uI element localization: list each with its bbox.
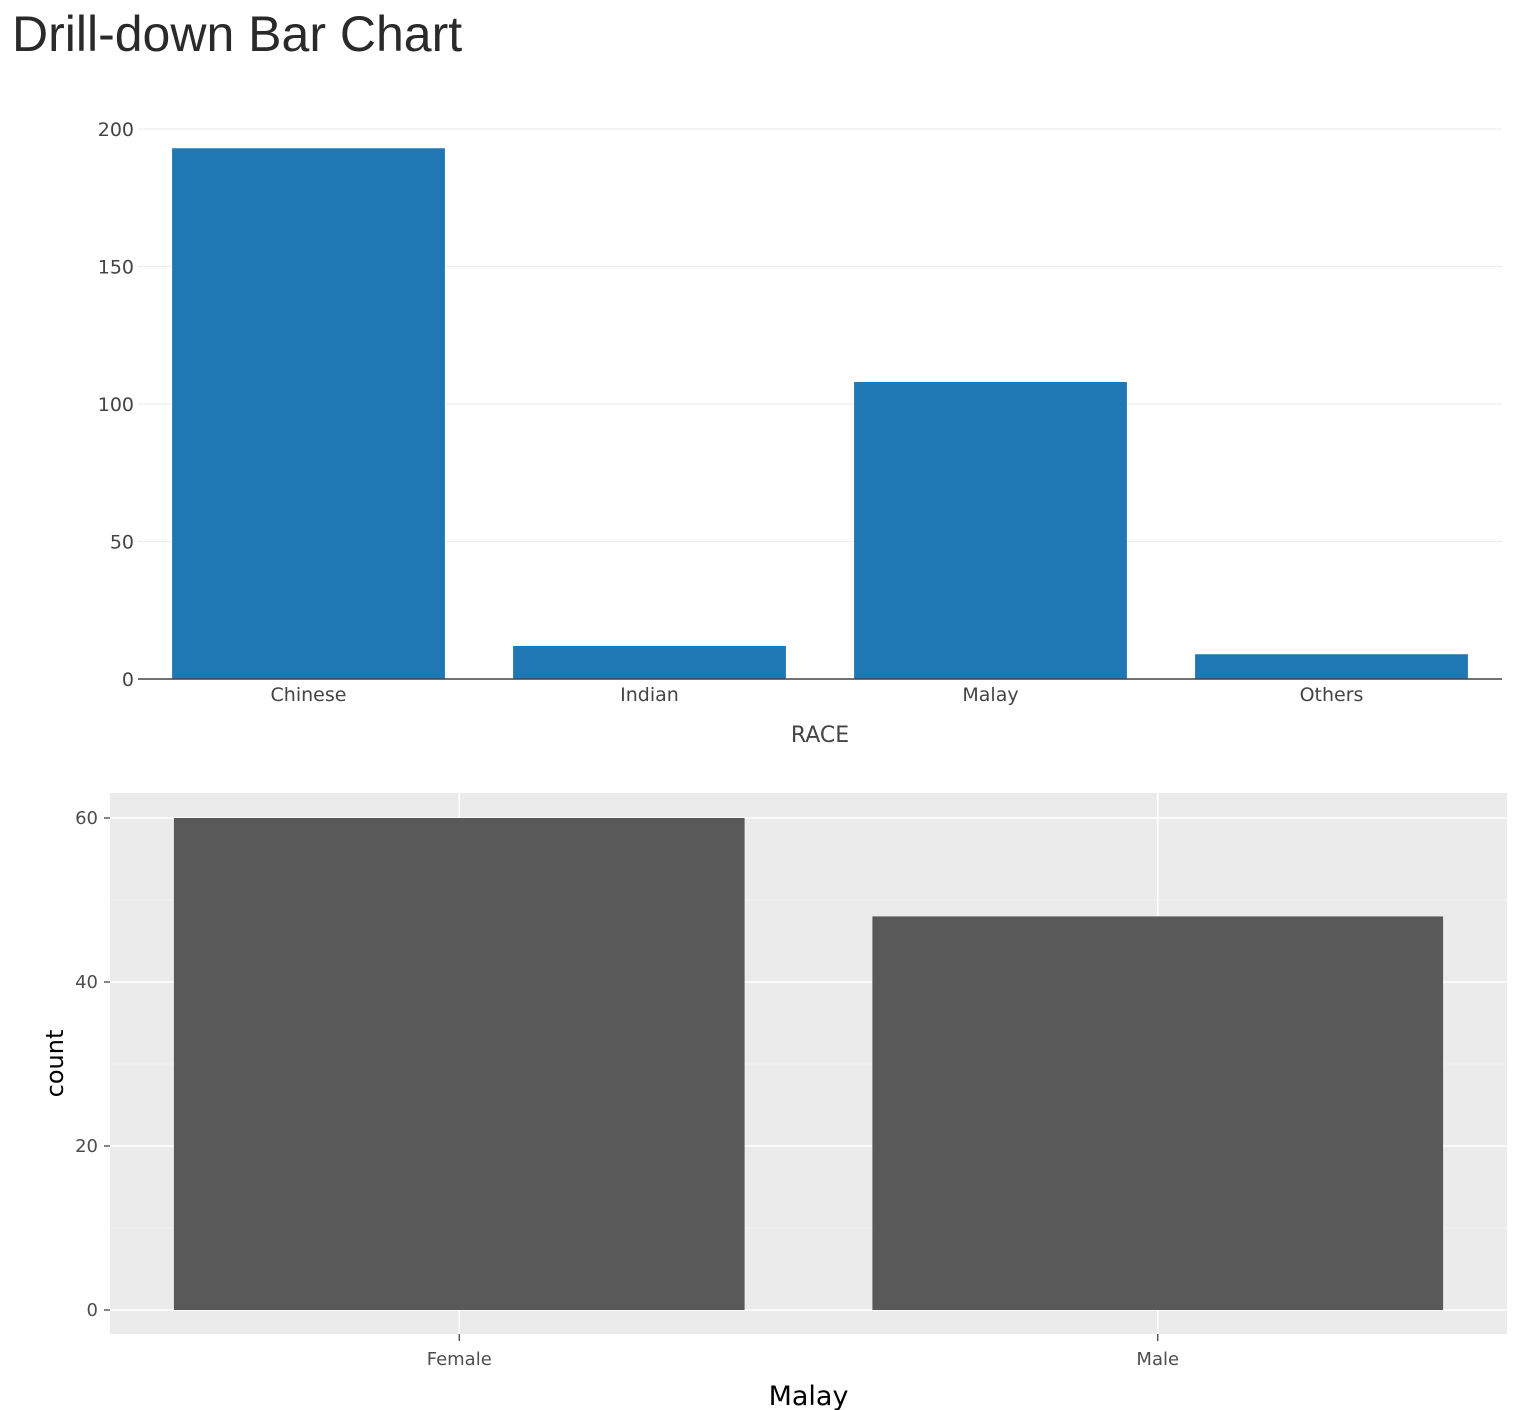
x-tick-label: Male (1136, 1349, 1179, 1370)
y-tick-label: 50 (110, 532, 134, 554)
bar-chinese (172, 148, 445, 679)
x-tick-label: Others (1300, 684, 1364, 706)
y-tick-label: 60 (75, 808, 98, 829)
x-axis-title: Malay (769, 1381, 849, 1410)
bar-male (872, 916, 1444, 1310)
x-tick-label: Malay (962, 684, 1018, 706)
x-tick-label: Female (427, 1349, 492, 1370)
y-tick-label: 20 (75, 1136, 98, 1157)
y-tick-label: 40 (75, 972, 98, 993)
y-tick-label: 200 (98, 119, 134, 141)
y-axis-title: count (41, 1030, 69, 1098)
y-tick-label: 0 (122, 669, 134, 691)
bar-malay (854, 382, 1127, 679)
y-tick-label: 0 (87, 1300, 98, 1321)
bar-indian (513, 646, 786, 679)
x-axis-title: RACE (791, 723, 849, 748)
bar-others (1195, 654, 1468, 679)
y-tick-label: 150 (98, 257, 134, 279)
page-title: Drill-down Bar Chart (12, 6, 463, 62)
race-bar-chart: 0 50 100 150 200 Chinese Indian Malay Others RACE (98, 119, 1502, 748)
x-tick-label: Indian (620, 684, 679, 706)
x-tick-label: Chinese (271, 684, 347, 706)
y-tick-label: 100 (98, 394, 134, 416)
bar-female (173, 818, 745, 1310)
